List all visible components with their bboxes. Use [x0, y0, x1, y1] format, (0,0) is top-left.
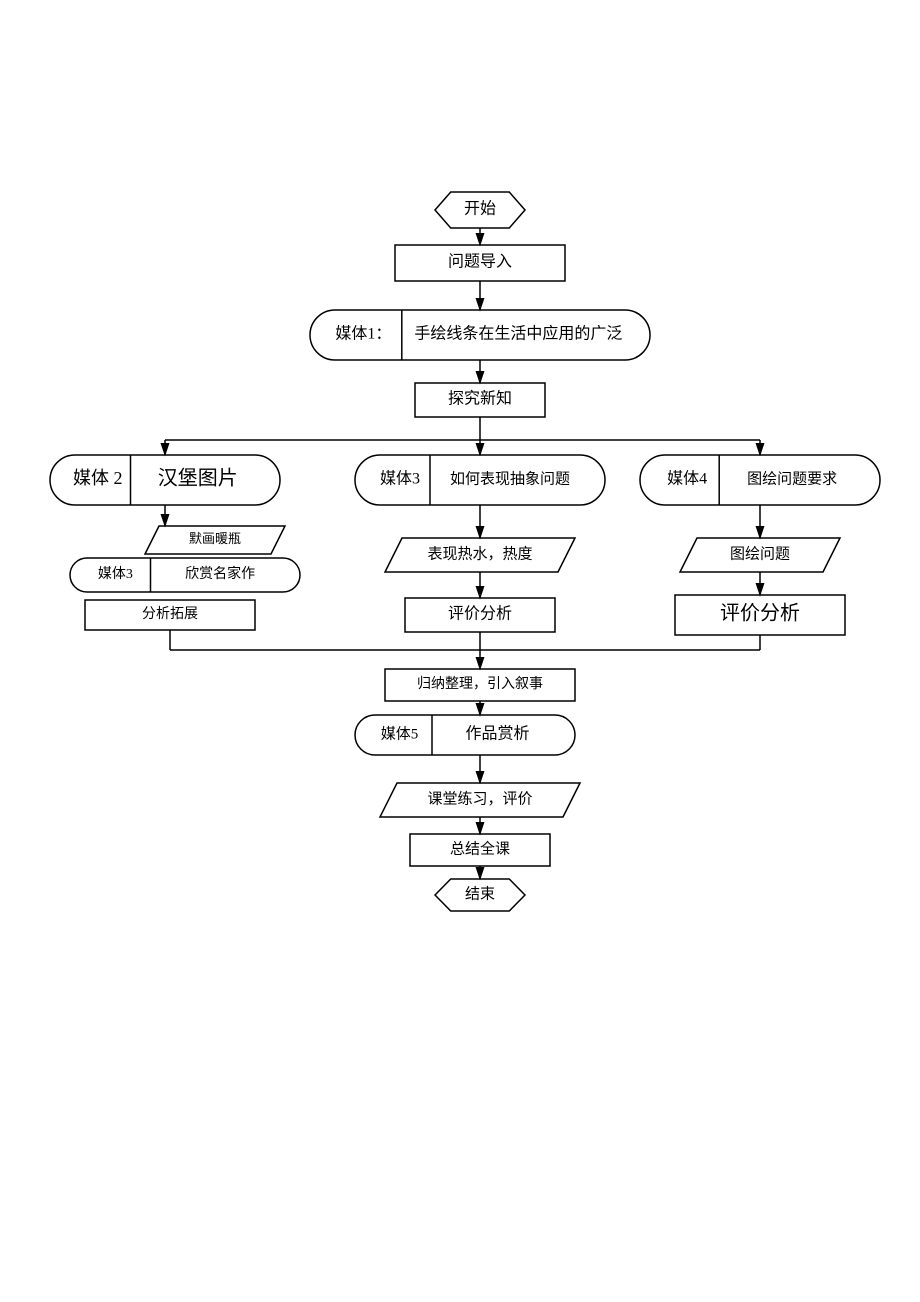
- media3b-text: 欣赏名家作: [185, 565, 255, 582]
- media2-text: 汉堡图片: [158, 467, 238, 490]
- eval1-label: 评价分析: [448, 605, 512, 623]
- media5-tag: 媒体5: [381, 725, 419, 742]
- media2-tag: 媒体 2: [73, 468, 123, 488]
- media3a-tag: 媒体3: [380, 470, 420, 488]
- end-label: 结束: [465, 885, 495, 902]
- media3b-tag: 媒体3: [98, 566, 133, 582]
- media1-tag: 媒体1：: [335, 325, 391, 343]
- summarize-label: 归纳整理，引入叙事: [417, 675, 543, 692]
- practice-label: 课堂练习，评价: [427, 790, 532, 807]
- explore-label: 探究新知: [448, 390, 512, 408]
- intro-label: 问题导入: [448, 253, 512, 271]
- analyze-extend-label: 分析拓展: [142, 606, 198, 622]
- sketch-bottle-label: 默画暖瓶: [189, 531, 241, 546]
- media4-tag: 媒体4: [667, 470, 707, 488]
- hot-water-label: 表现热水，热度: [427, 545, 532, 562]
- eval2-label: 评价分析: [720, 602, 800, 625]
- media5-text: 作品赏析: [465, 725, 529, 743]
- img-question-label: 图绘问题: [730, 545, 790, 562]
- media3a-text: 如何表现抽象问题: [450, 470, 570, 487]
- summary-all-label: 总结全课: [450, 839, 510, 857]
- media4-text: 图绘问题要求: [747, 470, 837, 487]
- start-label: 开始: [464, 200, 496, 218]
- media1-text: 手绘线条在生活中应用的广泛: [414, 324, 622, 343]
